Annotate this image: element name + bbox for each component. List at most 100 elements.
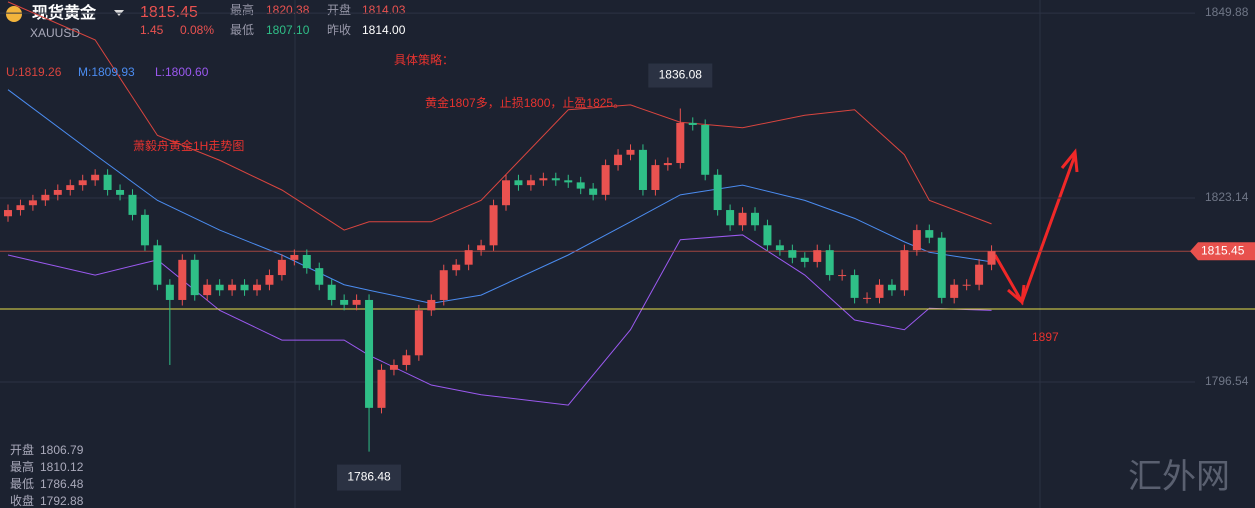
info-label: 最高 — [10, 459, 34, 474]
candle-body — [352, 299, 361, 305]
candle-body — [302, 255, 311, 269]
candle-body — [203, 284, 212, 296]
candle-body — [340, 299, 349, 305]
candle-body — [589, 188, 598, 195]
arrow — [993, 148, 1079, 306]
candle-body — [489, 205, 498, 246]
candle-body — [601, 165, 610, 195]
candle-body — [41, 194, 50, 201]
candle-body — [265, 275, 274, 285]
candle-body — [452, 264, 461, 271]
candle-body — [526, 180, 535, 186]
candle-body — [614, 154, 623, 166]
candle-body — [962, 284, 971, 286]
stat-label: 开盘 — [327, 2, 351, 17]
low-label: 1786.48 — [347, 470, 391, 484]
legend-entry: M:1809.93 — [78, 65, 135, 79]
stat-value: 1807.10 — [266, 23, 310, 37]
legend-entry: L:1800.60 — [155, 65, 209, 79]
candle-body — [277, 259, 286, 276]
band-line — [7, 234, 992, 406]
candle-body — [676, 122, 685, 164]
low-tag — [337, 464, 402, 491]
stat-value: 1814.00 — [362, 23, 406, 37]
y-tick-label: 1823.14 — [1205, 190, 1249, 204]
symbol: XAUUSD — [30, 26, 80, 40]
info-value: 1792.88 — [40, 494, 84, 508]
y-tick-label: 1849.88 — [1205, 5, 1249, 19]
candle-body — [228, 284, 237, 291]
candle-body — [427, 299, 436, 311]
candle-body — [912, 230, 921, 251]
info-label: 最低 — [10, 477, 34, 491]
candle-body — [887, 284, 896, 291]
candle-body — [439, 270, 448, 300]
annotation: 具体策略： — [394, 52, 454, 67]
stat-value: 1814.03 — [362, 3, 406, 17]
candle-body — [464, 250, 473, 265]
change: 1.45 — [140, 23, 164, 37]
candle-body — [414, 310, 423, 356]
candle-body — [726, 210, 735, 226]
candle-body — [800, 257, 809, 262]
info-value: 1810.12 — [40, 460, 84, 474]
candle-body — [937, 237, 946, 298]
info-value: 1786.48 — [40, 477, 84, 491]
candle-body — [663, 163, 672, 166]
candle-body — [377, 369, 386, 408]
candle-body — [751, 212, 759, 226]
candle-body — [402, 355, 411, 365]
candle-body — [514, 180, 523, 186]
candle-body — [975, 264, 984, 285]
candle-body — [713, 174, 722, 211]
stat-label: 最高 — [230, 2, 254, 17]
candle-body — [701, 124, 710, 175]
candle-body — [626, 149, 635, 155]
candle-body — [738, 212, 747, 226]
candle-body — [502, 180, 510, 206]
candle-body — [551, 178, 560, 181]
candle-body — [240, 284, 249, 291]
candle-body — [775, 245, 784, 251]
candle-body — [950, 284, 959, 298]
candle-body — [16, 205, 25, 211]
candle-body — [813, 250, 822, 262]
candle-body — [763, 225, 772, 246]
candle-body — [190, 259, 199, 296]
candle-body — [140, 214, 149, 246]
candle-body — [315, 268, 324, 285]
stat-value: 1820.38 — [266, 3, 310, 17]
candle-body — [116, 189, 125, 195]
candle-body — [365, 299, 374, 408]
candle-body — [576, 182, 585, 189]
candle-body — [178, 259, 187, 300]
candle-body — [327, 284, 336, 300]
candle-body — [103, 174, 112, 190]
candle-body — [78, 180, 87, 186]
candle-body — [153, 245, 162, 285]
candle-body — [651, 165, 660, 190]
candle-body — [838, 275, 847, 277]
info-label: 收盘 — [10, 493, 34, 508]
candle-body — [389, 364, 398, 370]
stat-label: 昨收 — [327, 23, 351, 37]
high-label: 1836.08 — [659, 68, 703, 82]
candle-body — [539, 178, 548, 181]
candle-body — [4, 210, 12, 217]
price-tag-label: 1815.45 — [1201, 243, 1245, 257]
band-line — [7, 89, 992, 304]
high-tag — [648, 63, 713, 88]
change-pct: 0.08% — [180, 23, 214, 37]
info-value: 1806.79 — [40, 443, 84, 457]
gold-icon — [6, 6, 22, 22]
candle-body — [850, 275, 859, 298]
info-label: 开盘 — [10, 442, 34, 457]
band-line — [7, 1, 992, 231]
candle-body — [28, 200, 37, 206]
candle-body — [91, 174, 100, 181]
candle-body — [875, 284, 884, 298]
watermark: 汇外网 — [1128, 458, 1230, 496]
candle-body — [53, 189, 62, 195]
